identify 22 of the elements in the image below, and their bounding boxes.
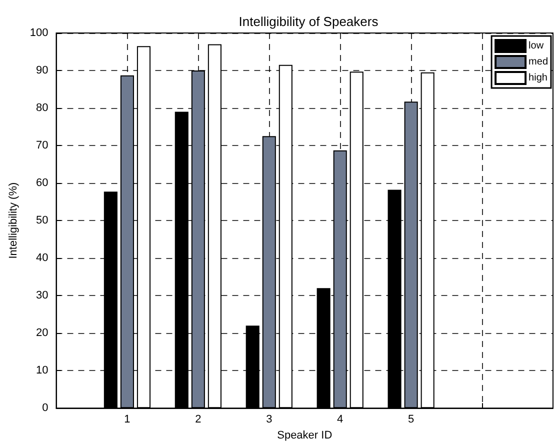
y-tick-label: 10 [36, 364, 48, 377]
y-axis-title: Intelligibility (%) [8, 182, 20, 259]
y-tick-label: 30 [36, 290, 48, 302]
legend-label: high [528, 72, 548, 84]
x-tick-label: 5 [408, 414, 414, 426]
y-tick-label: 80 [36, 102, 48, 114]
x-tick-label: 3 [266, 414, 272, 426]
y-tick-label: 40 [36, 252, 48, 264]
x-tick-label: 4 [337, 414, 344, 426]
x-tick-label: 1 [124, 414, 130, 426]
chart-title: Intelligibility of Speakers [238, 14, 379, 29]
y-tick-label: 100 [30, 27, 48, 39]
y-tick-label: 60 [36, 177, 48, 190]
y-tick-label: 90 [36, 64, 48, 77]
x-axis-title: Speaker ID [277, 430, 332, 442]
y-tick-label: 50 [36, 214, 48, 227]
y-tick-label: 20 [36, 327, 48, 340]
legend-label: low [528, 40, 544, 52]
x-tick-label: 2 [195, 414, 202, 426]
legend-label: med [528, 56, 548, 68]
y-tick-label: 70 [36, 140, 48, 152]
y-tick-label: 0 [42, 402, 48, 414]
